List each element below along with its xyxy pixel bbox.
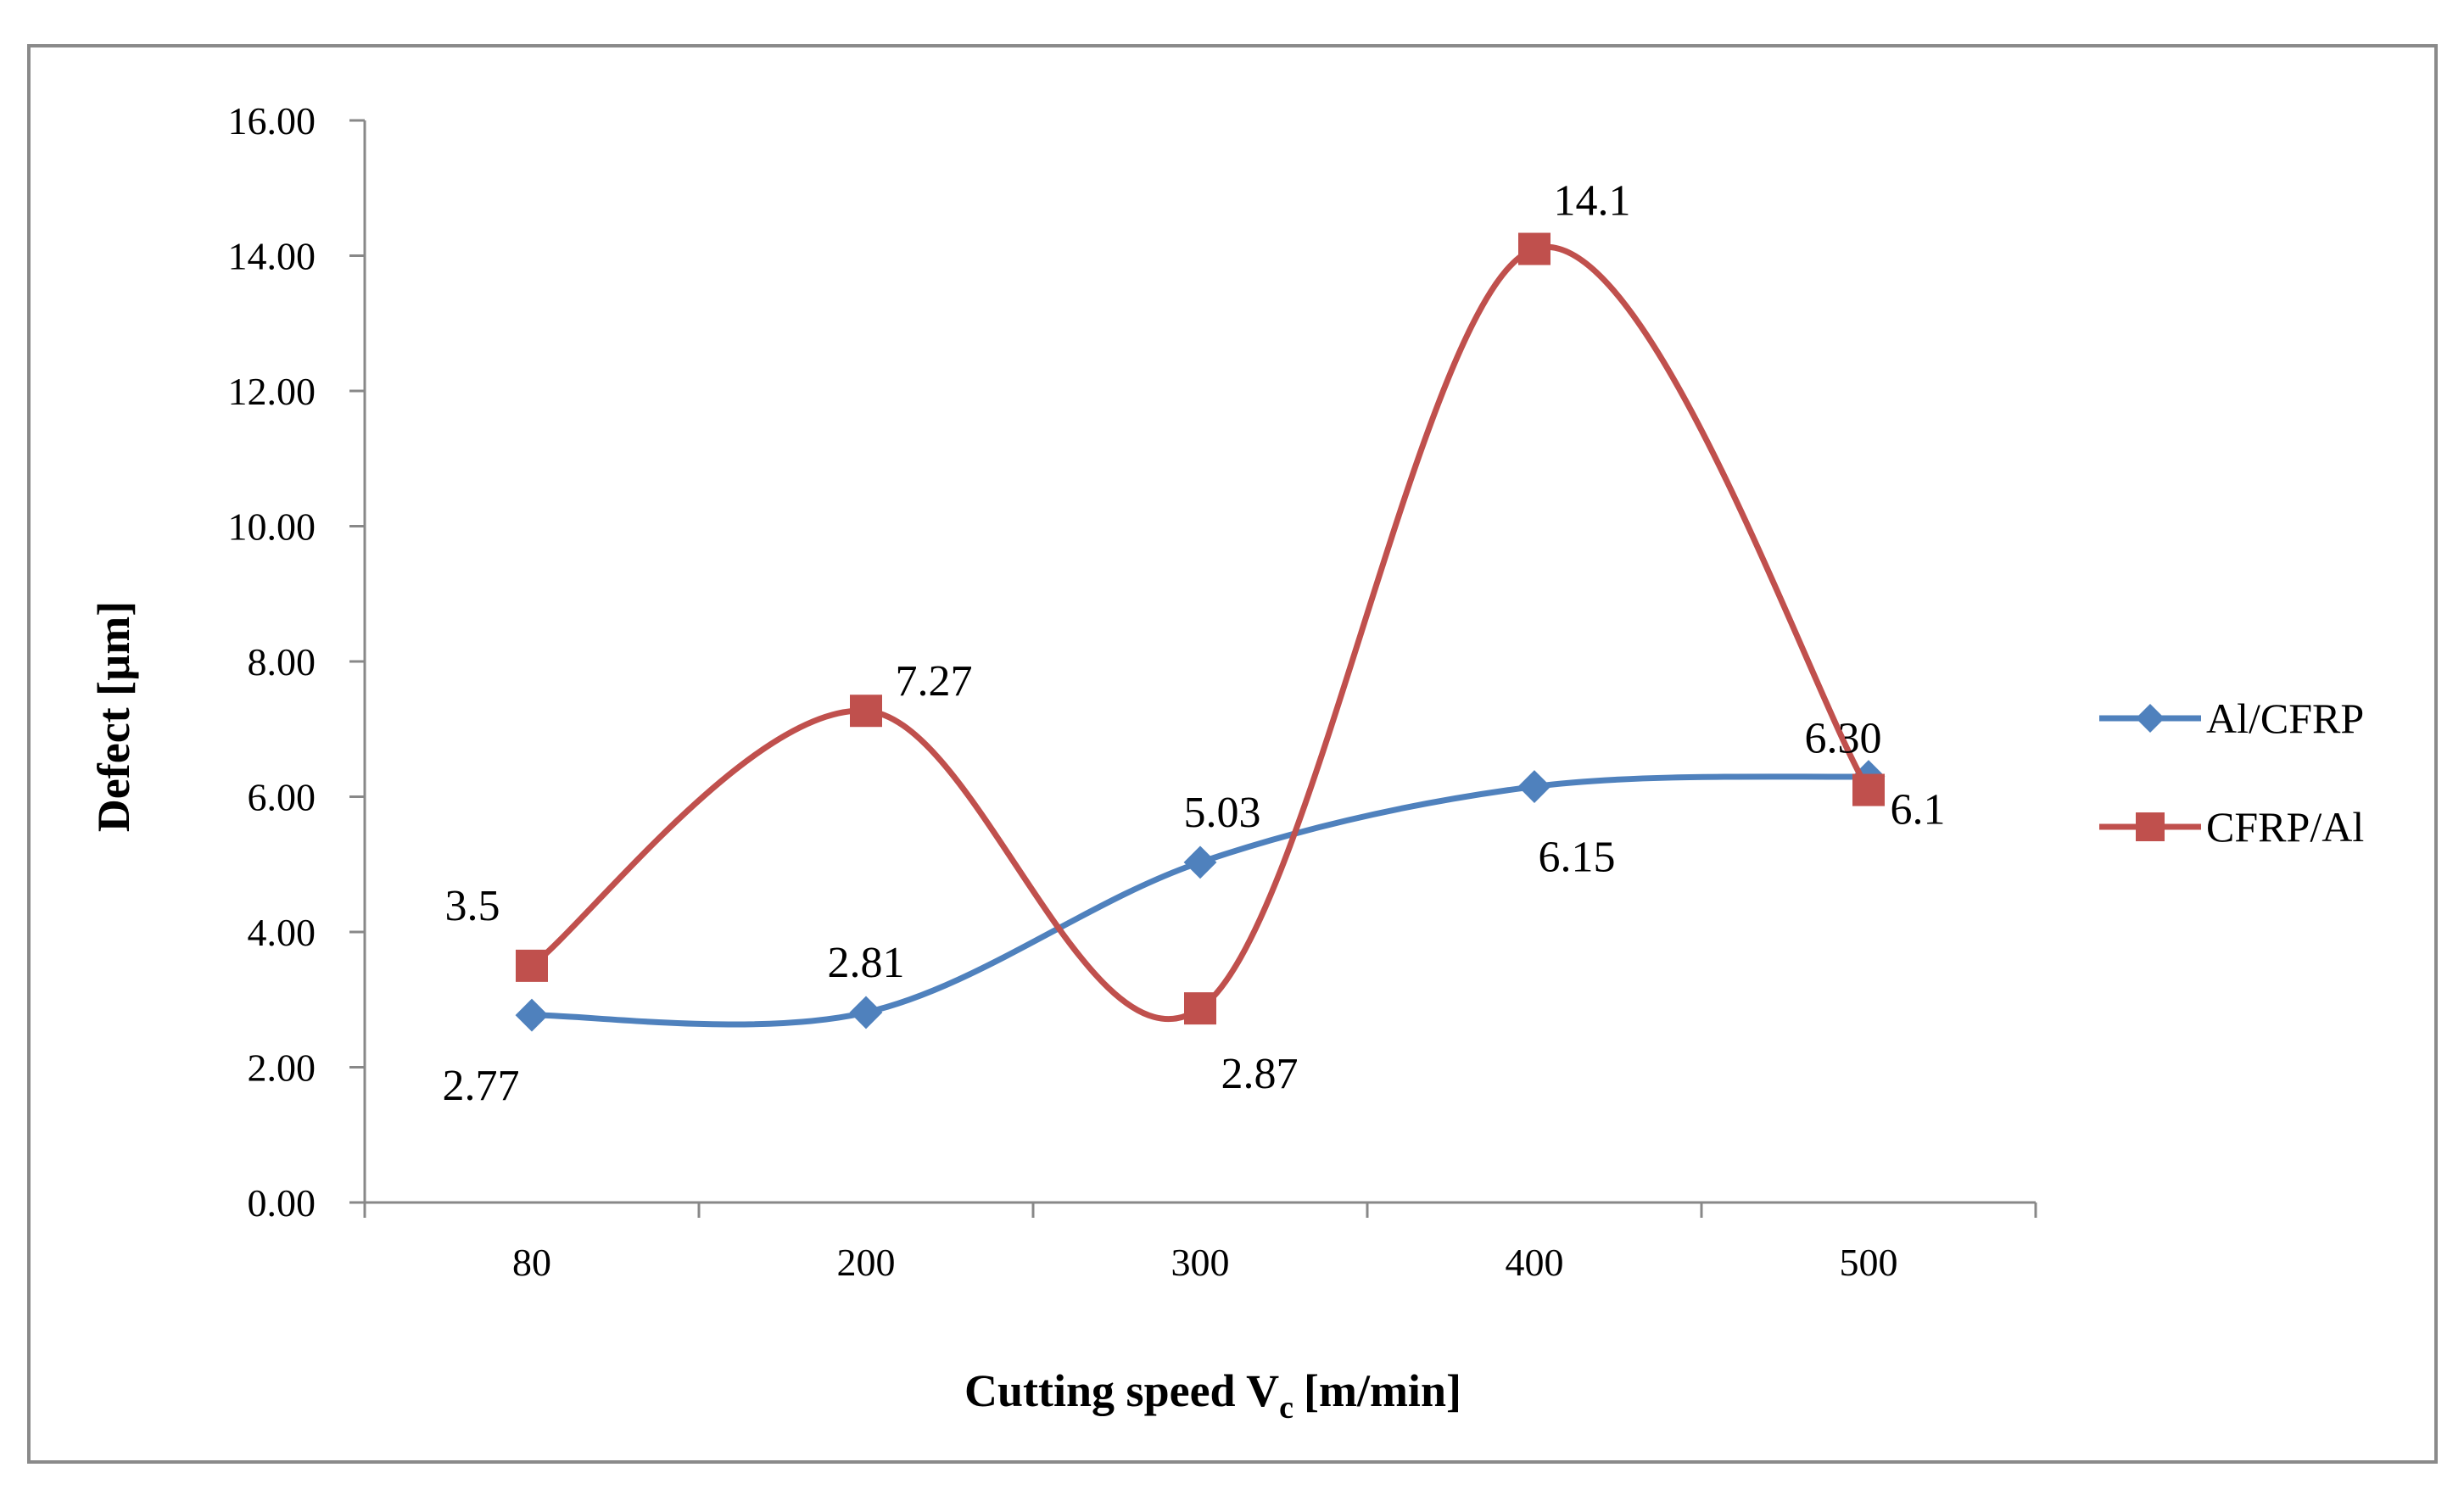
marker-al-cfrp-2 [1183,845,1217,879]
x-tick-label: 500 [1840,1241,1898,1284]
data-label-al-cfrp-3: 6.15 [1539,834,1616,882]
y-tick-label: 16.00 [228,99,316,142]
marker-cfrp-al-3 [1518,232,1550,265]
x-tick-label: 300 [1171,1241,1230,1284]
data-label-al-cfrp-1: 2.81 [828,939,905,987]
x-tick-label: 80 [512,1241,551,1284]
legend-marker-al-cfrp [2136,704,2165,733]
marker-cfrp-al-4 [1852,773,1885,806]
marker-cfrp-al-2 [1184,992,1216,1025]
legend-marker-cfrp-al [2136,812,2165,841]
legend-label-cfrp-al: CFRP/Al [2206,803,2364,851]
marker-cfrp-al-1 [850,695,882,728]
marker-al-cfrp-3 [1517,770,1551,803]
y-tick-label: 4.00 [248,911,316,954]
legend-label-al-cfrp: Al/CFRP [2206,695,2364,742]
marker-al-cfrp-1 [849,996,883,1029]
y-tick-label: 14.00 [228,235,316,278]
marker-al-cfrp-0 [515,998,549,1032]
marker-cfrp-al-0 [516,949,548,982]
data-label-al-cfrp-0: 2.77 [443,1062,520,1110]
data-label-al-cfrp-2: 5.03 [1184,789,1261,837]
y-tick-label: 12.00 [228,370,316,413]
series-line-cfrp-al [528,243,1872,1022]
y-tick-label: 8.00 [248,640,316,684]
data-label-cfrp-al-4: 6.1 [1891,786,1946,834]
x-tick-label: 200 [837,1241,896,1284]
y-tick-label: 2.00 [248,1046,316,1090]
data-label-cfrp-al-0: 3.5 [445,882,500,930]
data-label-cfrp-al-2: 2.87 [1221,1050,1299,1098]
data-label-cfrp-al-1: 7.27 [896,657,973,706]
y-tick-label: 6.00 [248,776,316,819]
x-axis-title: Cutting speed Vc [m/min] [964,1365,1461,1426]
chart-frame [27,44,2438,1464]
y-tick-label: 0.00 [248,1181,316,1225]
x-tick-label: 400 [1506,1241,1564,1284]
data-label-cfrp-al-3: 14.1 [1554,177,1631,226]
y-tick-label: 10.00 [228,505,316,549]
data-label-al-cfrp-4: 6.30 [1805,715,1882,763]
y-axis-title: Defect [µm] [88,601,139,832]
